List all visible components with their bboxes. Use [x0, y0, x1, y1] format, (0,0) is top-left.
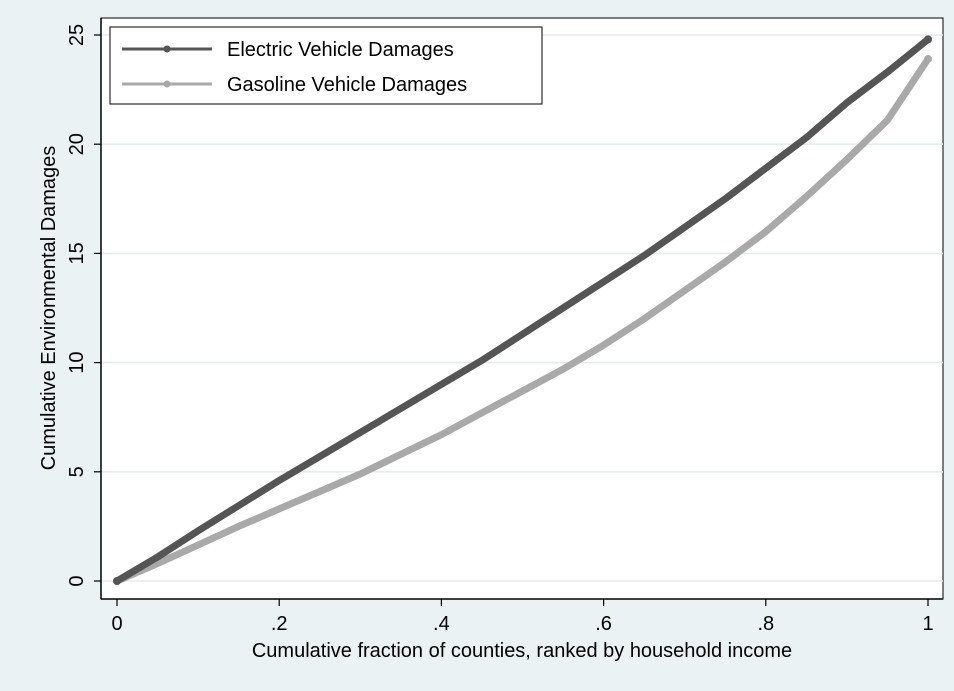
x-tick-label-2: .4 [433, 613, 450, 635]
y-tick-label-5: 25 [66, 24, 88, 46]
x-tick-label-3: .6 [595, 613, 612, 635]
series-layer [113, 35, 932, 585]
y-tick-label-0: 0 [66, 575, 88, 586]
y-tick-label-3: 15 [66, 242, 88, 264]
legend-label-electric: Electric Vehicle Damages [227, 39, 454, 61]
y-tick-label-2: 10 [66, 351, 88, 373]
series-line-1 [113, 55, 932, 585]
series-0-start-point [113, 577, 121, 585]
legend: Electric Vehicle Damages Gasoline Vehicl… [109, 26, 543, 105]
x-tick-label-1: .2 [271, 613, 288, 635]
legend-marker-gasoline [163, 80, 171, 88]
legend-marker-electric [163, 45, 171, 53]
x-axis-label: Cumulative fraction of counties, ranked … [252, 640, 792, 662]
y-tick-label-1: 5 [66, 466, 88, 477]
x-tick-label-0: 0 [111, 613, 122, 635]
series-1-end-point [924, 55, 932, 64]
x-tick-label-4: .8 [757, 613, 774, 635]
legend-box [109, 26, 543, 105]
axes [100, 18, 943, 600]
legend-label-gasoline: Gasoline Vehicle Damages [227, 74, 467, 96]
ticks: 0 5 10 15 20 25 0 .2 .4 .6 .8 1 [66, 24, 934, 635]
series-line-0 [113, 35, 932, 585]
y-axis-label: Cumulative Environmental Damages [38, 146, 60, 471]
series-0-end-point [924, 35, 932, 44]
x-tick-label-5: 1 [922, 613, 933, 635]
y-tick-label-4: 20 [66, 133, 88, 155]
